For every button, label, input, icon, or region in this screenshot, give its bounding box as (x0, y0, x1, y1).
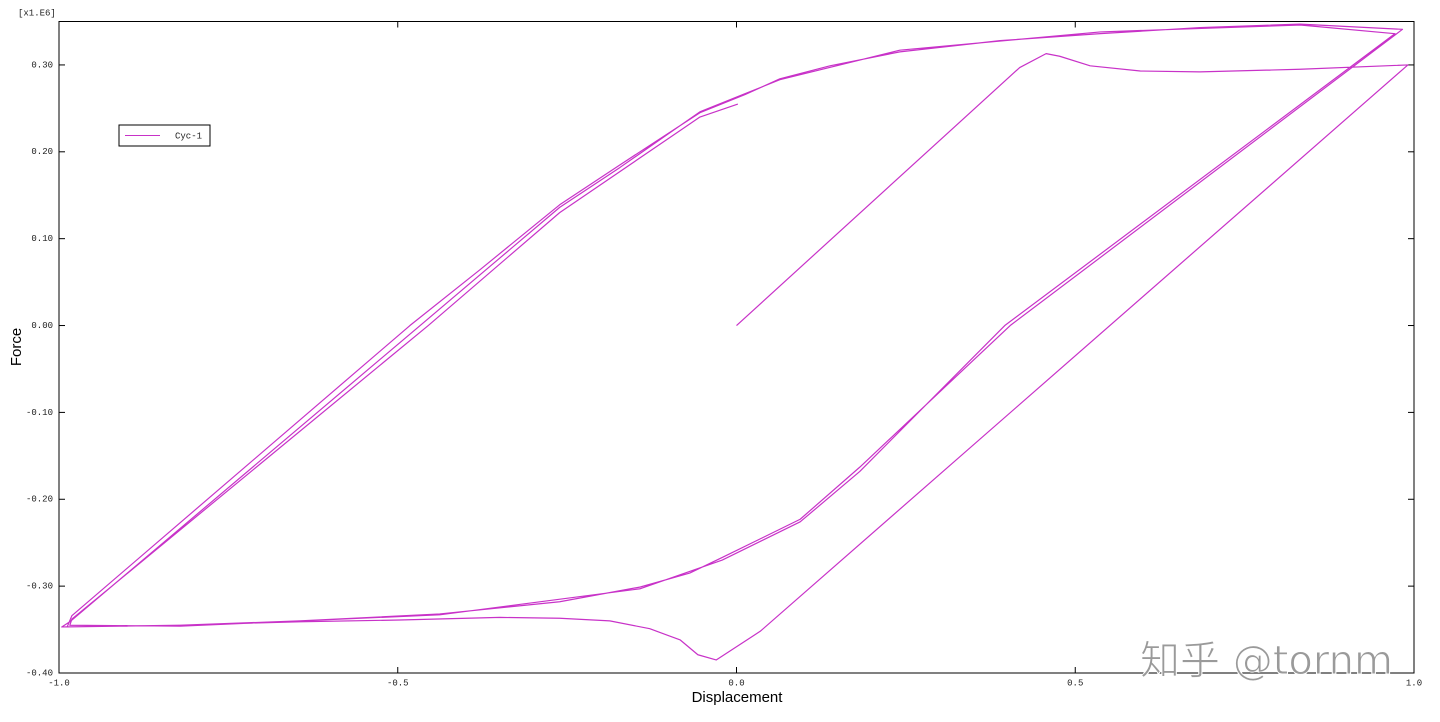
x-tick-label: -1.0 (48, 678, 70, 688)
legend-box (118, 124, 211, 147)
axis-multiplier: [x1.E6] (18, 8, 56, 18)
y-tick-label: -0.10 (26, 408, 53, 418)
y-tick-label: 0.30 (31, 60, 53, 70)
x-tick-label: 0.0 (728, 678, 744, 688)
plot-frame (58, 21, 1415, 674)
x-tick-label: 1.0 (1406, 678, 1422, 688)
x-axis-label: Displacement (692, 689, 784, 706)
legend: Cyc-1 (118, 124, 211, 147)
y-tick-label: 0.20 (31, 147, 53, 157)
y-tick-label: -0.30 (26, 582, 53, 592)
x-tick-label: 0.5 (1067, 678, 1083, 688)
y-axis-label: Force (8, 328, 25, 366)
y-tick-label: -0.20 (26, 495, 53, 505)
y-tick-label: 0.00 (31, 321, 53, 331)
y-tick-label: -0.40 (26, 668, 53, 678)
y-tick-label: 0.10 (31, 234, 53, 244)
watermark: 知乎 @tornm (1140, 638, 1393, 684)
x-tick-label: -0.5 (387, 678, 409, 688)
data-line (61, 23, 1409, 661)
legend-label: Cyc-1 (175, 131, 202, 141)
